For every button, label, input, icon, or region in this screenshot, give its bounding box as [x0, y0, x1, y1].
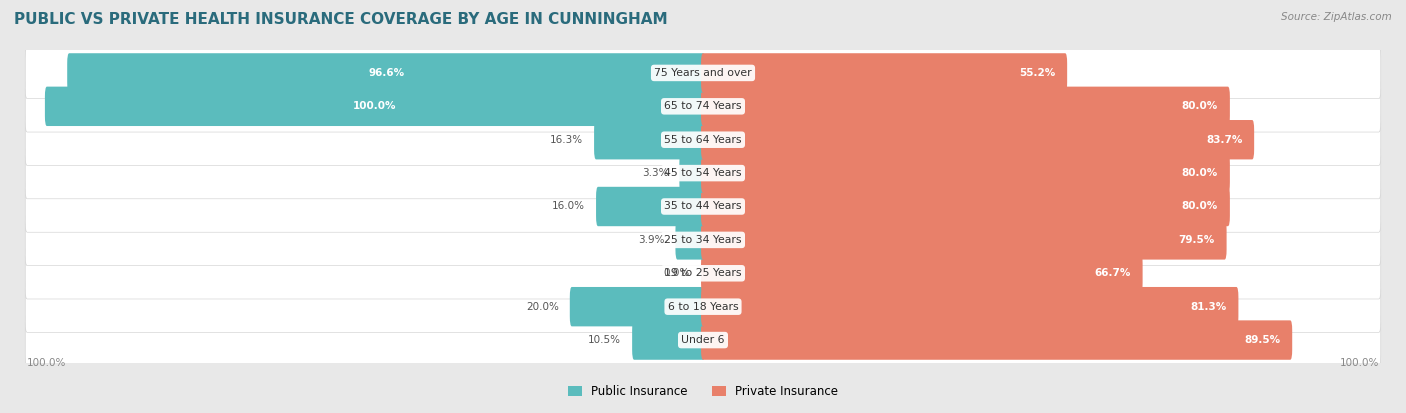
FancyBboxPatch shape: [633, 320, 704, 360]
Text: 80.0%: 80.0%: [1182, 168, 1218, 178]
FancyBboxPatch shape: [569, 287, 704, 326]
Text: 0.0%: 0.0%: [664, 268, 690, 278]
FancyBboxPatch shape: [596, 187, 704, 226]
Text: Source: ZipAtlas.com: Source: ZipAtlas.com: [1281, 12, 1392, 22]
Text: 96.6%: 96.6%: [368, 68, 404, 78]
FancyBboxPatch shape: [25, 81, 1381, 132]
Legend: Public Insurance, Private Insurance: Public Insurance, Private Insurance: [568, 385, 838, 399]
FancyBboxPatch shape: [595, 120, 704, 159]
FancyBboxPatch shape: [25, 147, 1381, 199]
Text: 35 to 44 Years: 35 to 44 Years: [664, 202, 742, 211]
FancyBboxPatch shape: [25, 47, 1381, 99]
Text: 75 Years and over: 75 Years and over: [654, 68, 752, 78]
FancyBboxPatch shape: [25, 314, 1381, 366]
Text: PUBLIC VS PRIVATE HEALTH INSURANCE COVERAGE BY AGE IN CUNNINGHAM: PUBLIC VS PRIVATE HEALTH INSURANCE COVER…: [14, 12, 668, 27]
FancyBboxPatch shape: [25, 247, 1381, 299]
Text: Under 6: Under 6: [682, 335, 724, 345]
FancyBboxPatch shape: [702, 187, 1230, 226]
Text: 6 to 18 Years: 6 to 18 Years: [668, 301, 738, 312]
Text: 25 to 34 Years: 25 to 34 Years: [664, 235, 742, 245]
Text: 100.0%: 100.0%: [353, 101, 396, 112]
Text: 55.2%: 55.2%: [1019, 68, 1056, 78]
Text: 19 to 25 Years: 19 to 25 Years: [664, 268, 742, 278]
Text: 16.3%: 16.3%: [550, 135, 583, 145]
FancyBboxPatch shape: [702, 87, 1230, 126]
Text: 81.3%: 81.3%: [1191, 301, 1226, 312]
Text: 83.7%: 83.7%: [1206, 135, 1243, 145]
FancyBboxPatch shape: [702, 120, 1254, 159]
Text: 3.9%: 3.9%: [638, 235, 664, 245]
Text: 79.5%: 79.5%: [1178, 235, 1215, 245]
Text: 3.3%: 3.3%: [641, 168, 668, 178]
FancyBboxPatch shape: [702, 254, 1143, 293]
Text: 45 to 54 Years: 45 to 54 Years: [664, 168, 742, 178]
FancyBboxPatch shape: [702, 220, 1226, 260]
FancyBboxPatch shape: [25, 181, 1381, 232]
FancyBboxPatch shape: [702, 53, 1067, 93]
Text: 80.0%: 80.0%: [1182, 202, 1218, 211]
FancyBboxPatch shape: [702, 320, 1292, 360]
Text: 10.5%: 10.5%: [588, 335, 621, 345]
FancyBboxPatch shape: [679, 153, 704, 193]
Text: 80.0%: 80.0%: [1182, 101, 1218, 112]
Text: 89.5%: 89.5%: [1244, 335, 1281, 345]
FancyBboxPatch shape: [702, 153, 1230, 193]
Text: 100.0%: 100.0%: [1340, 358, 1379, 368]
Text: 55 to 64 Years: 55 to 64 Years: [664, 135, 742, 145]
Text: 20.0%: 20.0%: [526, 301, 558, 312]
FancyBboxPatch shape: [67, 53, 704, 93]
FancyBboxPatch shape: [675, 220, 704, 260]
FancyBboxPatch shape: [702, 287, 1239, 326]
FancyBboxPatch shape: [25, 281, 1381, 332]
Text: 66.7%: 66.7%: [1094, 268, 1130, 278]
FancyBboxPatch shape: [25, 114, 1381, 166]
FancyBboxPatch shape: [25, 214, 1381, 266]
Text: 100.0%: 100.0%: [27, 358, 66, 368]
Text: 16.0%: 16.0%: [553, 202, 585, 211]
Text: 65 to 74 Years: 65 to 74 Years: [664, 101, 742, 112]
FancyBboxPatch shape: [45, 87, 704, 126]
